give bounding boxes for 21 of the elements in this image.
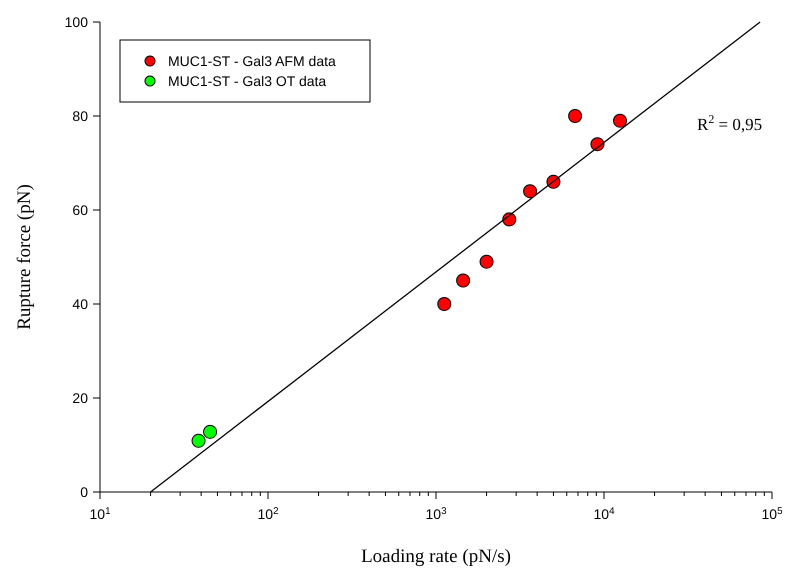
x-axis-title: Loading rate (pN/s) <box>361 546 511 567</box>
x-tick-label: 10$^{2}$ <box>257 506 279 522</box>
x-tick-label: 10$^{4}$ <box>593 506 616 522</box>
point <box>523 184 538 198</box>
y-tick-label: 80 <box>72 108 88 124</box>
y-tick-label: 0 <box>80 484 88 500</box>
y-tick-label: 60 <box>72 202 88 218</box>
x-tick-label: 10$^{1}$ <box>89 506 111 522</box>
annotation: R$^{2}$ = 0,95 <box>697 112 762 134</box>
y-tick-label: 40 <box>72 296 88 312</box>
y-tick-label: 100 <box>64 14 88 30</box>
point <box>456 274 470 288</box>
point <box>612 114 627 128</box>
y-axis-title: Rupture force (pN) <box>14 184 35 330</box>
y-tick-label: 20 <box>72 390 88 406</box>
point <box>480 254 494 269</box>
x-tick-label: 10$^{5}$ <box>761 506 784 522</box>
legend-label: MUC1-ST - Gal3 OT data <box>168 73 326 89</box>
legend-label: MUC1-ST - Gal3 AFM data <box>168 53 336 69</box>
point <box>568 109 582 123</box>
x-tick-label: 10$^{3}$ <box>425 506 448 522</box>
